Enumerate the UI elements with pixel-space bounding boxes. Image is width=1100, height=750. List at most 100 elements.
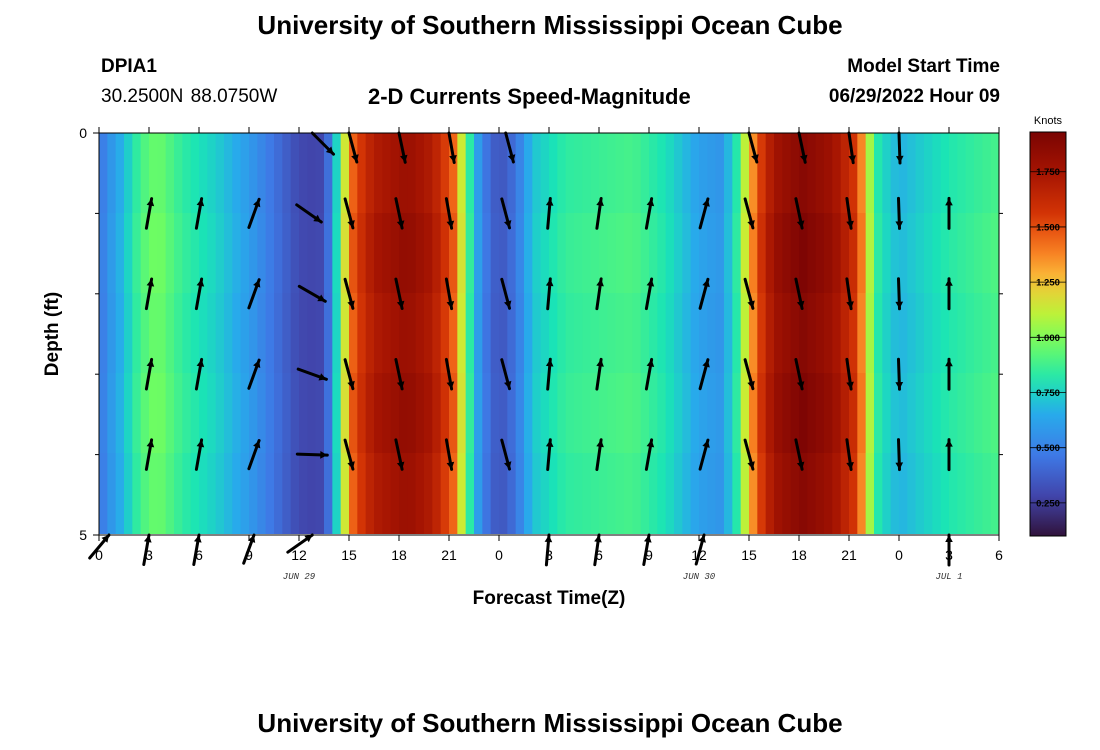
heatmap-cell — [307, 133, 317, 214]
heatmap-cell — [874, 293, 883, 374]
heatmap-cell — [715, 453, 725, 534]
chart-title: 2-D Currents Speed-Magnitude — [368, 84, 691, 109]
x-tick-label: 6 — [595, 547, 603, 563]
heatmap-cell — [607, 453, 617, 534]
heatmap-cell — [299, 453, 308, 534]
heatmap-cell — [915, 453, 925, 534]
heatmap-cell — [457, 373, 467, 454]
heatmap-cell — [515, 133, 525, 214]
heatmap-cell — [224, 453, 233, 534]
heatmap-cell — [707, 133, 717, 214]
heatmap-cell — [940, 213, 950, 294]
heatmap-cell — [815, 453, 825, 534]
heatmap-cell — [599, 133, 608, 214]
heatmap-cell — [132, 453, 142, 534]
heatmap-cell — [874, 373, 883, 454]
heatmap-cell — [465, 213, 475, 294]
heatmap-cell — [682, 453, 692, 534]
heatmap-cell — [624, 213, 633, 294]
current-vector — [444, 438, 455, 471]
heatmap-cell — [315, 453, 325, 534]
heatmap-cell — [215, 213, 225, 294]
heatmap-cell — [924, 373, 933, 454]
heatmap-cell — [199, 373, 208, 454]
heatmap-cell — [657, 453, 667, 534]
heatmap-cell — [149, 373, 158, 454]
current-vector — [698, 438, 710, 471]
date-label: JUN 30 — [683, 572, 716, 582]
heatmap-cell — [207, 373, 217, 454]
current-vector — [296, 367, 328, 381]
heatmap-cell — [432, 373, 442, 454]
heatmap-cell — [532, 293, 542, 374]
heatmap-cell — [807, 453, 817, 534]
heatmap-cell — [674, 373, 683, 454]
current-vector — [595, 357, 604, 391]
heatmap-cell — [415, 373, 425, 454]
current-vector — [343, 438, 355, 471]
heatmap-cell — [307, 453, 317, 534]
heatmap-cell — [474, 133, 483, 214]
heatmap-cell — [899, 453, 908, 534]
heatmap-cell — [324, 293, 333, 374]
heatmap-cell — [165, 453, 175, 534]
heatmap-cell — [382, 453, 392, 534]
heatmap-cell — [807, 293, 817, 374]
heatmap-cell — [140, 133, 150, 214]
current-vector — [310, 131, 335, 156]
heatmap-cell — [399, 213, 408, 294]
heatmap-cell — [240, 293, 250, 374]
heatmap-cell — [557, 293, 567, 374]
heatmap-cell — [790, 213, 800, 294]
heatmap-cell — [849, 373, 858, 454]
heatmap-cell — [490, 213, 500, 294]
heatmap-cell — [390, 373, 400, 454]
heatmap-cell — [299, 133, 308, 214]
heatmap-cell — [565, 293, 575, 374]
heatmap-cell — [907, 293, 917, 374]
heatmap-cell — [907, 373, 917, 454]
date-label: JUL 1 — [935, 572, 962, 582]
heatmap-cell — [174, 373, 183, 454]
heatmap-cell — [640, 213, 650, 294]
heatmap-cell — [474, 213, 483, 294]
heatmap-cell — [732, 293, 742, 374]
heatmap-cell — [424, 453, 433, 534]
heatmap-cell — [824, 373, 833, 454]
heatmap-cell — [599, 293, 608, 374]
current-vector — [794, 277, 805, 310]
heatmap-cell — [782, 293, 792, 374]
heatmap-cell — [549, 133, 558, 214]
current-vector — [644, 438, 655, 471]
heatmap-cell — [232, 453, 242, 534]
heatmap-cell — [624, 373, 633, 454]
heatmap-cell — [115, 293, 125, 374]
heatmap-cell — [140, 453, 150, 534]
current-vector — [895, 438, 904, 472]
heatmap-cell — [540, 213, 550, 294]
heatmap-cell — [965, 373, 975, 454]
heatmap-cell — [507, 213, 517, 294]
current-vector — [794, 358, 805, 391]
heatmap-cell — [232, 213, 242, 294]
heatmap-cell — [682, 293, 692, 374]
heatmap-cell — [857, 133, 867, 214]
heatmap-cell — [574, 373, 583, 454]
heatmap-cell — [890, 453, 900, 534]
current-vector — [945, 277, 953, 311]
heatmap-cell — [665, 373, 675, 454]
heatmap-cell — [265, 373, 275, 454]
heatmap-cell — [649, 213, 658, 294]
heatmap-cell — [415, 453, 425, 534]
heatmap-cell — [557, 373, 567, 454]
heatmap-cell — [799, 133, 808, 214]
heatmap-cell — [240, 453, 250, 534]
current-vector — [397, 131, 408, 164]
heatmap-cell — [965, 453, 975, 534]
heatmap-cell — [315, 373, 325, 454]
heatmap-cell — [599, 453, 608, 534]
heatmap-cell — [465, 453, 475, 534]
heatmap-cell — [924, 213, 933, 294]
heatmap-cell — [690, 453, 700, 534]
heatmap-cell — [690, 293, 700, 374]
